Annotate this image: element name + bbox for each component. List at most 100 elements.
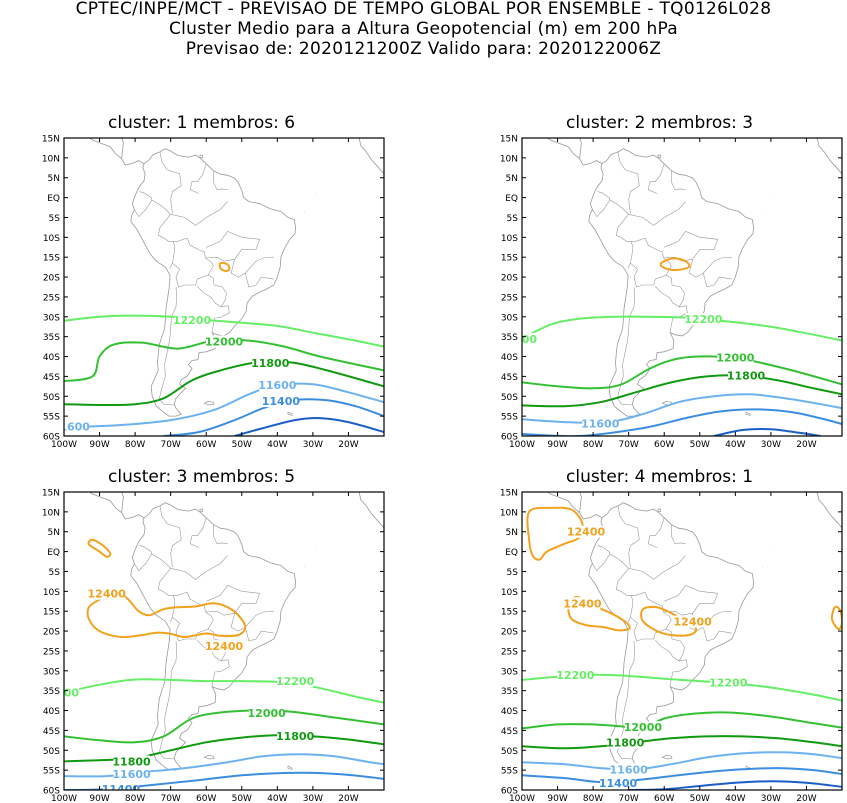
country-border <box>134 191 153 218</box>
map-frame <box>521 137 843 437</box>
lat-label: 60S <box>43 433 60 443</box>
coastline <box>121 138 124 159</box>
country-border <box>159 505 182 568</box>
lat-label: 15S <box>501 608 518 618</box>
country-border <box>671 170 686 191</box>
lat-label: 15S <box>43 254 60 264</box>
contour-label: 12200 <box>556 669 595 682</box>
lat-label: 15S <box>501 254 518 264</box>
country-border <box>609 199 634 269</box>
lat-label: 60S <box>43 787 60 797</box>
contour-12400 <box>86 588 247 639</box>
lon-label: 60W <box>654 794 674 803</box>
lat-label: 60S <box>501 433 518 443</box>
country-border <box>158 286 178 406</box>
lat-label: 5N <box>48 174 60 184</box>
contour-label: 11800 <box>276 730 315 743</box>
lat-label: 20S <box>501 628 518 638</box>
country-border <box>688 256 732 278</box>
header-line-3: Previsao de: 2020121200Z Valido para: 20… <box>185 39 662 59</box>
contour-label: 11600 <box>112 768 151 781</box>
lat-label: 45S <box>501 727 518 737</box>
contour-label-bg <box>685 313 722 326</box>
coastline <box>547 138 603 166</box>
lat-label: 10N <box>42 508 60 518</box>
country-border <box>230 256 274 278</box>
lon-label: 70W <box>618 440 638 450</box>
lat-label: 10S <box>43 588 60 598</box>
lat-label: 35S <box>501 687 518 697</box>
lon-label: 30W <box>303 794 323 803</box>
country-border <box>213 170 228 191</box>
lon-label: 30W <box>303 440 323 450</box>
lon-label: 100W <box>509 440 535 450</box>
island <box>287 411 293 416</box>
island <box>203 401 215 406</box>
contour-label: 12000 <box>716 351 755 364</box>
lat-label: 15N <box>500 489 518 499</box>
contour-label-bg <box>557 668 594 681</box>
lat-label: EQ <box>505 548 518 558</box>
lat-label: 55S <box>501 413 518 423</box>
country-border <box>616 640 636 760</box>
lon-label: 40W <box>267 440 287 450</box>
lat-label: 30S <box>501 667 518 677</box>
panel-1-title: cluster: 1 membros: 6 <box>108 113 296 133</box>
country-border <box>617 151 640 214</box>
lat-label: 30S <box>43 313 60 323</box>
header-line-2: Cluster Medio para a Altura Geopotencial… <box>168 19 679 39</box>
island <box>287 765 293 770</box>
lat-label: 25S <box>43 647 60 657</box>
coastline <box>358 138 384 176</box>
country-border <box>664 585 700 602</box>
contour-12000 <box>522 711 842 730</box>
contour-label-bg <box>206 640 242 653</box>
map-panel-3: 1240012400122001200011800118001160011400… <box>42 489 385 803</box>
contour-label: 12000 <box>248 707 287 720</box>
lon-label: 20W <box>796 440 816 450</box>
contour-label: 12400 <box>674 616 713 629</box>
country-border <box>592 545 611 572</box>
country-border <box>655 628 685 662</box>
country-border <box>206 231 242 248</box>
country-border <box>628 555 686 580</box>
country-border <box>663 237 719 262</box>
contour-label: 11600 <box>581 417 620 430</box>
lat-label: EQ <box>47 548 60 558</box>
contour-label-bg <box>277 729 314 742</box>
contour-label: 200 <box>56 686 79 699</box>
lat-label: 40S <box>43 353 60 363</box>
contour-label: 11800 <box>112 755 151 768</box>
contour-label: 12400 <box>563 597 602 610</box>
lon-label: 90W <box>547 440 567 450</box>
contour-label-bg <box>64 686 80 699</box>
lat-label: 15S <box>43 608 60 618</box>
lat-label: 35S <box>501 333 518 343</box>
lon-label: 30W <box>761 794 781 803</box>
country-border <box>609 553 634 623</box>
contour-label-bg <box>522 333 538 346</box>
lon-label: 90W <box>89 794 109 803</box>
lon-label: 20W <box>338 440 358 450</box>
country-border <box>151 199 176 269</box>
contour-label-bg <box>277 675 314 688</box>
lat-label: 55S <box>501 767 518 777</box>
map-content: 12400 12400 12400 12200 12200 12000 11800 11600… <box>522 492 842 790</box>
lat-label: 5S <box>49 214 61 224</box>
contour-label-bg <box>174 313 210 326</box>
lat-label: 15N <box>500 135 518 145</box>
lon-label: 40W <box>725 440 745 450</box>
country-border <box>647 517 665 548</box>
country-border <box>211 305 230 333</box>
country-border <box>647 163 665 194</box>
coastline <box>579 492 582 513</box>
lat-label: 60S <box>501 787 518 797</box>
lon-label: 40W <box>725 794 745 803</box>
country-border <box>172 237 214 288</box>
contour-label: 12000 <box>624 721 663 734</box>
lat-label: 30S <box>43 667 60 677</box>
contour-label: 12400 <box>205 640 244 653</box>
lon-label: 70W <box>160 794 180 803</box>
map-panel-4: 12400 12400 12400 12200 12200 12000 11800 11600… <box>500 489 843 803</box>
